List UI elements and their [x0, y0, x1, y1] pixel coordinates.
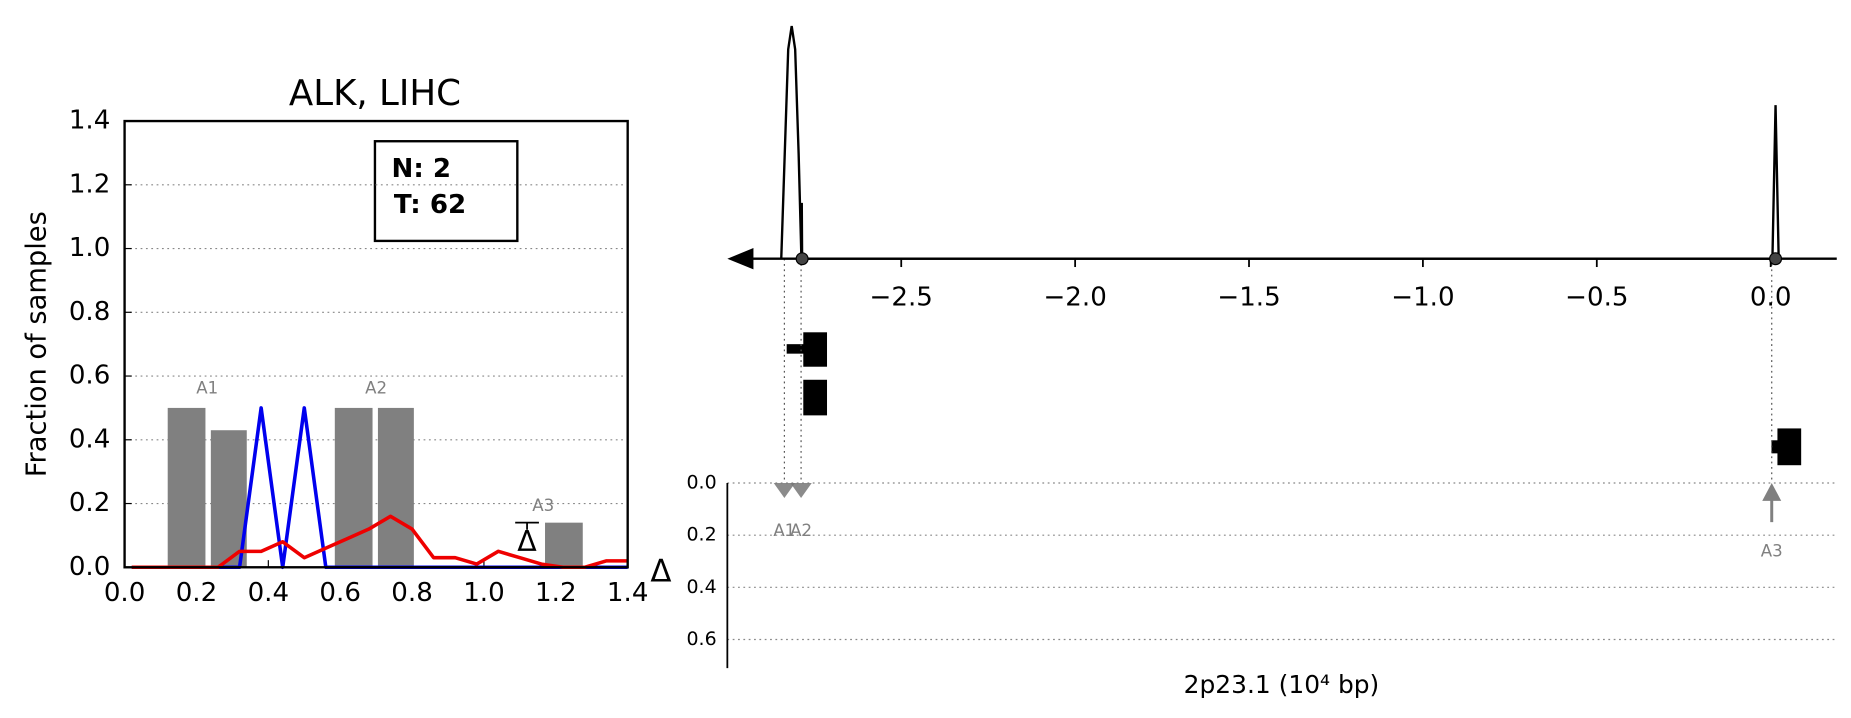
y-tick-label: 1.0: [69, 233, 110, 263]
event-label: A3: [1761, 541, 1783, 560]
y-tick-label: 0.2: [69, 488, 110, 518]
bar-annotation: A3: [532, 496, 554, 515]
y-tick-label: 0.8: [69, 297, 110, 327]
intron: [1771, 440, 1779, 454]
x-tick-label: −2.5: [870, 282, 933, 312]
plot-frame: [123, 119, 629, 569]
intron: [786, 344, 805, 354]
x-tick-label: −1.0: [1391, 282, 1454, 312]
x-tick-label: 1.4: [607, 578, 648, 608]
bar: [210, 430, 247, 568]
event-label: A1: [773, 521, 795, 540]
axis-arrow: [727, 248, 754, 270]
y-tick-label: 0.6: [69, 361, 110, 391]
x-tick-label: 0.4: [248, 578, 289, 608]
x-tick-label: −1.5: [1217, 282, 1280, 312]
x-tick-label: −0.5: [1565, 282, 1628, 312]
bar-annotation: A2: [365, 378, 387, 397]
delta-tick-label: 0.2: [687, 524, 717, 546]
bar: [545, 522, 583, 568]
event-marker: [790, 483, 812, 498]
x-tick-label: 1.0: [463, 578, 504, 608]
y-axis-label: Fraction of samples: [21, 211, 52, 477]
site-marker: [795, 252, 809, 266]
x-axis-label: 2p23.1 (10⁴ bp): [1184, 670, 1380, 699]
bar: [377, 407, 414, 568]
y-tick-label: 1.4: [69, 106, 110, 136]
delta-tick-label: 0.0: [687, 472, 717, 494]
coverage-line: [780, 25, 1780, 260]
x-tick-label: 0.8: [391, 578, 432, 608]
exon: [803, 332, 828, 367]
bar: [167, 407, 206, 568]
event-marker: [773, 483, 796, 498]
exon: [803, 379, 828, 416]
info-text: N: 2: [392, 154, 452, 184]
gene-model: [786, 332, 1802, 466]
bar-annotation: A1: [196, 378, 218, 397]
y-tick-label: 0.0: [69, 552, 110, 582]
x-tick-label: −2.0: [1043, 282, 1106, 312]
chart-title: ALK, LIHC: [289, 73, 461, 114]
delta-tick-label: 0.6: [687, 628, 717, 650]
x-tick-label: 0.2: [176, 578, 217, 608]
exon: [1777, 428, 1802, 466]
x-tick-label: 0.0: [1750, 282, 1791, 312]
delta-tick-label: 0.4: [687, 576, 717, 598]
event-label: A2: [790, 521, 812, 540]
info-box: [373, 140, 519, 243]
delta-axis-label: Δ: [650, 554, 671, 590]
y-tick-label: 0.4: [69, 424, 110, 454]
info-text: T: 62: [394, 190, 466, 220]
delta-label: Δ: [517, 525, 537, 558]
event-marker: [1762, 483, 1782, 501]
x-tick-label: 0.0: [104, 578, 145, 608]
y-tick-label: 1.2: [69, 169, 110, 199]
x-tick-label: 0.6: [319, 578, 360, 608]
site-marker: [1769, 252, 1783, 266]
x-tick-label: 1.2: [535, 578, 576, 608]
